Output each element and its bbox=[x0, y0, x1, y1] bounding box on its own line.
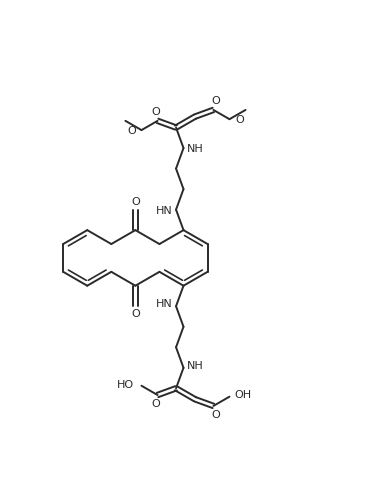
Text: O: O bbox=[131, 309, 140, 318]
Text: HO: HO bbox=[117, 380, 134, 390]
Text: O: O bbox=[131, 197, 140, 207]
Text: HN: HN bbox=[156, 299, 173, 309]
Text: NH: NH bbox=[187, 361, 204, 371]
Text: O: O bbox=[235, 115, 244, 125]
Text: O: O bbox=[211, 410, 220, 420]
Text: OH: OH bbox=[235, 390, 252, 400]
Text: O: O bbox=[211, 96, 220, 106]
Text: HN: HN bbox=[156, 206, 173, 216]
Text: O: O bbox=[151, 399, 160, 409]
Text: O: O bbox=[127, 126, 136, 136]
Text: O: O bbox=[151, 107, 160, 117]
Text: NH: NH bbox=[187, 144, 204, 154]
